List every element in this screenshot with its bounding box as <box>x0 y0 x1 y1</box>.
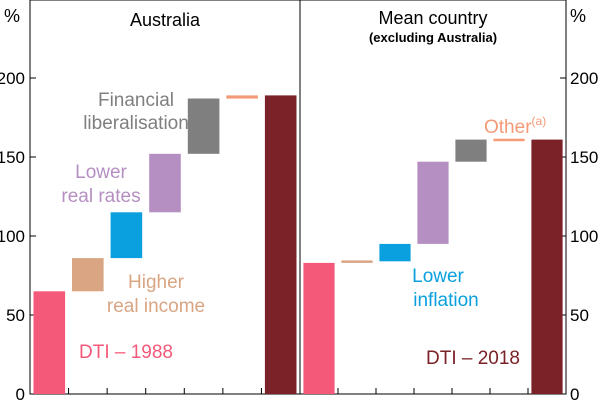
left-tick-label: 100 <box>0 227 25 246</box>
label-lower-real-rates-line1: Lower <box>75 162 127 183</box>
label-lower-real-rates-line2: real rates <box>61 186 140 207</box>
bar-australia-lower-inflation <box>110 212 143 259</box>
label-other-text: Other <box>484 117 532 138</box>
left-tick-label: 0 <box>16 385 25 402</box>
bar-mean-country-lower-inflation <box>379 243 411 262</box>
panel-title-australia: Australia <box>130 10 201 30</box>
left-tick-label: 150 <box>0 148 25 167</box>
right-tick-label: 50 <box>570 306 589 325</box>
bar-australia-lower-real-rates <box>149 153 181 213</box>
label-higher-real-income-line2: real income <box>107 296 205 317</box>
right-tick-label: 100 <box>570 227 598 246</box>
panel-subtitle-mean-country: (excluding Australia) <box>369 30 497 45</box>
bars-australia <box>33 95 297 395</box>
label-lower-inflation-line1: Lower <box>412 266 464 287</box>
right-tick-label: 0 <box>570 385 579 402</box>
bar-australia-dti-1988 <box>33 291 66 394</box>
bar-mean-country-dti-1988 <box>303 262 335 394</box>
bar-mean-country-lower-real-rates <box>417 161 449 244</box>
left-tick-label: 200 <box>0 69 25 88</box>
label-lower-inflation-line2: inflation <box>413 290 479 311</box>
chart-frame <box>29 0 567 395</box>
bar-australia-other <box>226 95 258 99</box>
bar-australia-financial-liberalisation <box>187 98 220 154</box>
left-unit-label: % <box>4 6 20 26</box>
bar-mean-country-other <box>493 138 525 142</box>
label-other-note: (a) <box>532 114 547 128</box>
right-tick-label: 150 <box>570 148 598 167</box>
bar-mean-country-financial-liberalisation <box>455 139 487 162</box>
label-dti-1988: DTI – 1988 <box>79 342 173 363</box>
label-other: Other(a) <box>484 114 546 138</box>
left-axis: 0 50 100 150 200 <box>0 69 36 402</box>
label-financial-liberalisation-line2: liberalisation <box>83 113 189 134</box>
panel-title-mean-country: Mean country <box>378 8 487 28</box>
right-axis: 0 50 100 150 200 <box>560 69 598 402</box>
right-tick-label: 200 <box>570 69 598 88</box>
bottom-axis-ticks <box>68 388 529 394</box>
bar-mean-country-higher-real-income <box>341 260 373 263</box>
label-financial-liberalisation-line1: Financial <box>98 90 174 111</box>
bar-australia-dti-2018 <box>264 95 297 395</box>
right-unit-label: % <box>570 6 586 26</box>
bar-australia-higher-real-income <box>72 258 104 292</box>
left-tick-label: 50 <box>6 306 25 325</box>
label-dti-2018: DTI – 2018 <box>426 348 520 369</box>
bars-mean-country <box>303 138 563 394</box>
label-higher-real-income-line1: Higher <box>128 272 185 293</box>
bar-mean-country-dti-2018 <box>531 139 563 394</box>
